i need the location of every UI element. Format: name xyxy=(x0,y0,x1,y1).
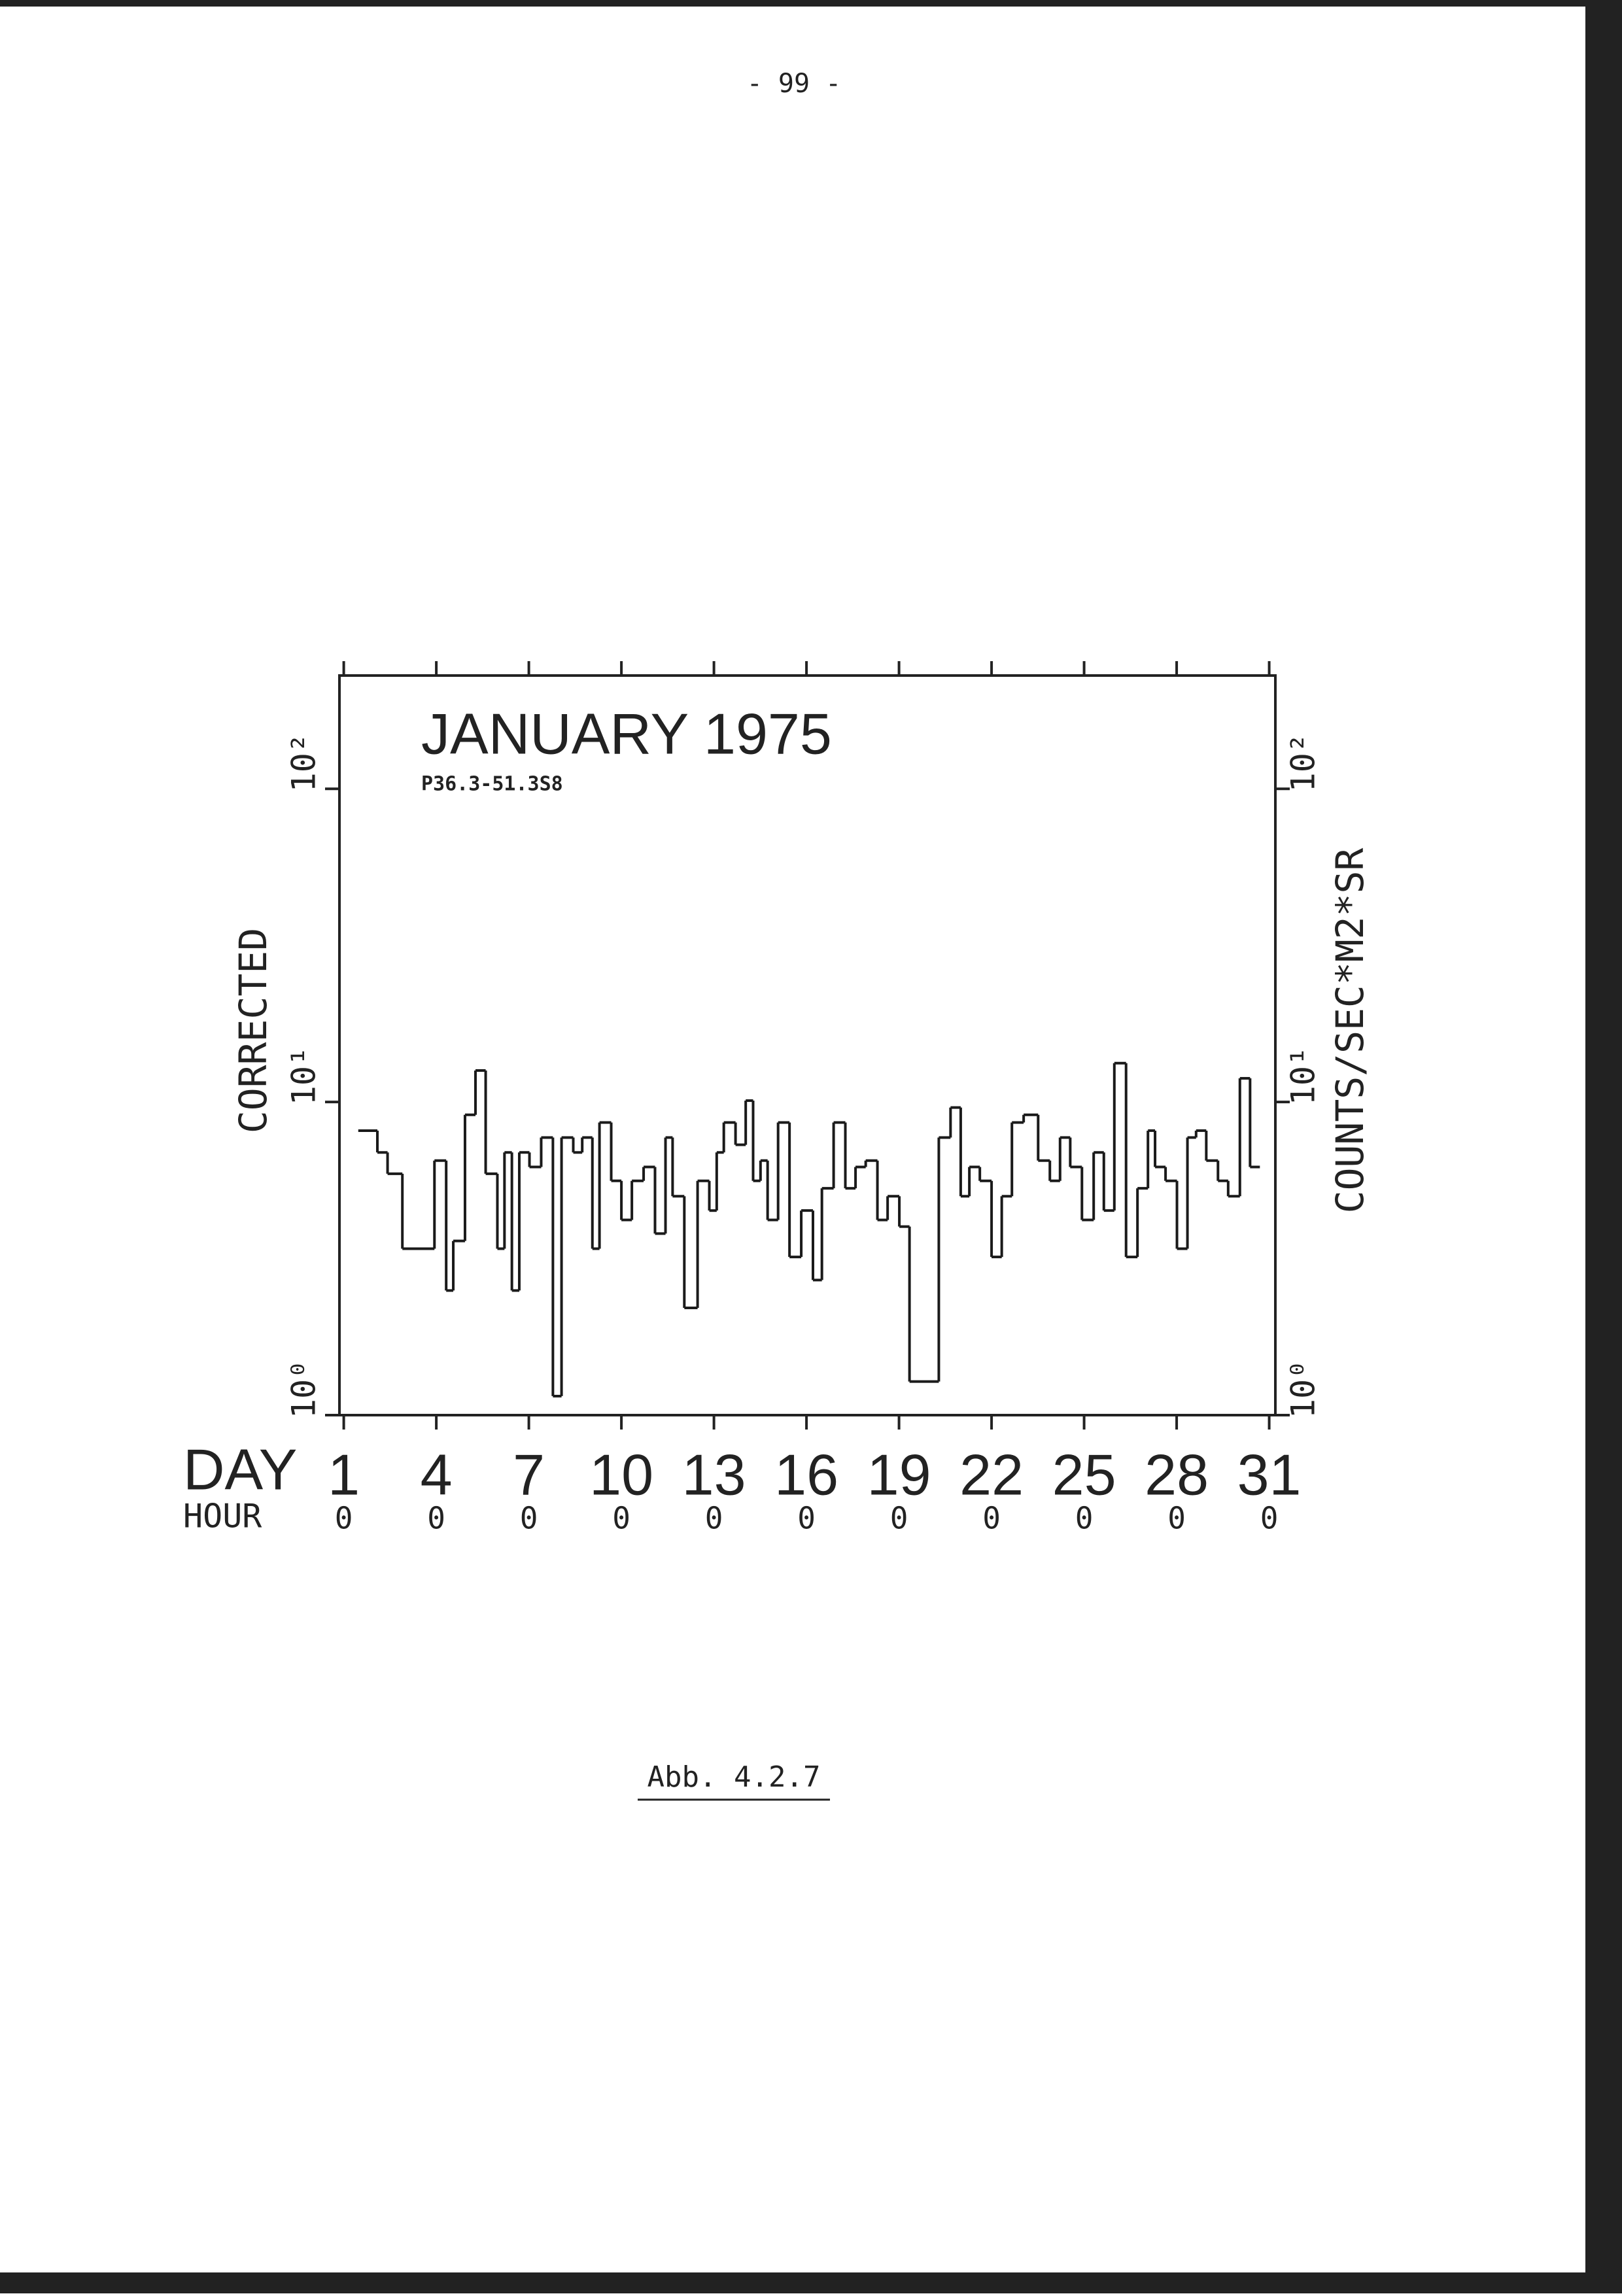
y2-tick-label: 10² xyxy=(1285,733,1322,792)
x-tick-sublabel: 0 xyxy=(1260,1501,1279,1536)
chart-title: JANUARY 1975 xyxy=(421,701,832,766)
x-tick-sublabel: 0 xyxy=(890,1501,908,1536)
x-axis-label: DAY xyxy=(183,1437,297,1501)
x-tick-label: 7 xyxy=(513,1442,545,1507)
x-tick-label: 10 xyxy=(589,1442,653,1507)
y-tick-label: 10¹ xyxy=(285,1046,323,1105)
x-tick-sublabel: 0 xyxy=(1075,1501,1094,1536)
x-tick-sublabel: 0 xyxy=(797,1501,816,1536)
x-tick-sublabel: 0 xyxy=(1167,1501,1186,1536)
x-tick-sublabel: 0 xyxy=(427,1501,445,1536)
y2-tick-label: 10¹ xyxy=(1285,1046,1322,1105)
x-tick-label: 19 xyxy=(867,1442,931,1507)
x-tick-sublabel: 0 xyxy=(982,1501,1001,1536)
x-tick-sublabel: 0 xyxy=(705,1501,723,1536)
chart-subtitle: P36.3-51.3S8 xyxy=(421,773,563,796)
x-tick-sublabel: 0 xyxy=(335,1501,353,1536)
scan-edge xyxy=(0,0,1622,7)
scan-edge xyxy=(1585,0,1622,2293)
y-axis-label: CORRECTED xyxy=(231,928,275,1133)
chart: JANUARY 1975 P36.3-51.3S8 DAY HOUR CORRE… xyxy=(183,661,1372,1536)
x-tick-label: 1 xyxy=(328,1442,360,1507)
y2-axis-label: COUNTS/SEC*M2*SR xyxy=(1328,848,1372,1214)
x-tick-label: 13 xyxy=(682,1442,746,1507)
y-tick-label: 10² xyxy=(285,733,323,792)
x-tick-label: 28 xyxy=(1145,1442,1209,1507)
y-tick-label: 10⁰ xyxy=(285,1360,323,1418)
x-tick-label: 22 xyxy=(959,1442,1024,1507)
x-tick-label: 31 xyxy=(1237,1442,1302,1507)
x-tick-sublabel: 0 xyxy=(612,1501,630,1536)
x-tick-label: 16 xyxy=(774,1442,838,1507)
page-number: - 99 - xyxy=(747,69,842,99)
caption: Abb. 4.2.7 xyxy=(647,1760,821,1794)
x-tick-sublabel: 0 xyxy=(520,1501,538,1536)
scan-edge xyxy=(0,2272,1622,2293)
y2-tick-label: 10⁰ xyxy=(1285,1360,1322,1418)
x-tick-label: 25 xyxy=(1052,1442,1116,1507)
x-tick-label: 4 xyxy=(421,1442,453,1507)
x-axis-sublabel: HOUR xyxy=(183,1498,262,1535)
